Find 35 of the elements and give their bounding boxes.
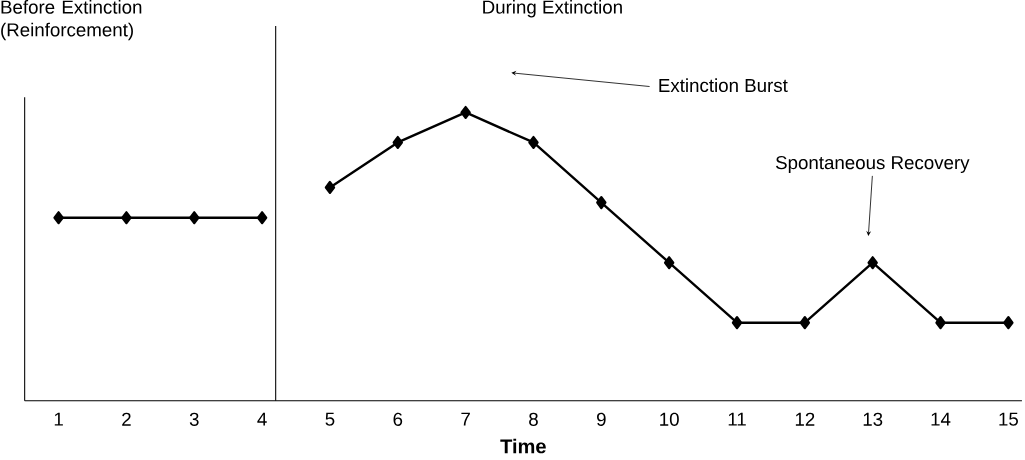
point [121,211,132,225]
x-tick-label: 8 [529,412,538,427]
point [596,196,607,210]
point [528,136,539,150]
point [731,316,743,330]
x-tick-label: 14 [931,412,951,426]
text: During Extinction [483,0,622,18]
point [460,106,471,120]
x-tick-label: 6 [393,412,403,427]
text: Before Extinction (Reinforcement) [1,0,142,41]
x-tick-label: 11 [728,412,746,426]
x-tick-label: 7 [461,412,470,426]
point [189,211,200,225]
x-tick-label: 10 [660,412,679,427]
point [799,316,811,330]
point [663,256,675,270]
point [256,211,268,225]
point [392,136,404,150]
annotation: Spontaneous Recovery [775,156,970,174]
x-tick-label: 1 [54,412,63,426]
x-tick-label: 15 [999,412,1018,426]
point [867,256,878,270]
point [935,316,946,330]
point [324,181,336,195]
x-tick-label: 13 [863,412,883,427]
x-axis-title: Time [500,438,546,454]
x-tick-label: 2 [122,412,131,426]
point [53,211,64,225]
x-tick-label: 3 [189,412,199,427]
text: Extinction Burst [659,78,788,93]
x-tick-label: 5 [325,412,335,426]
x-tick-label: 12 [795,412,815,426]
point [1003,316,1014,330]
x-tick-label: 9 [597,412,606,427]
x-tick-label: 4 [257,412,267,426]
